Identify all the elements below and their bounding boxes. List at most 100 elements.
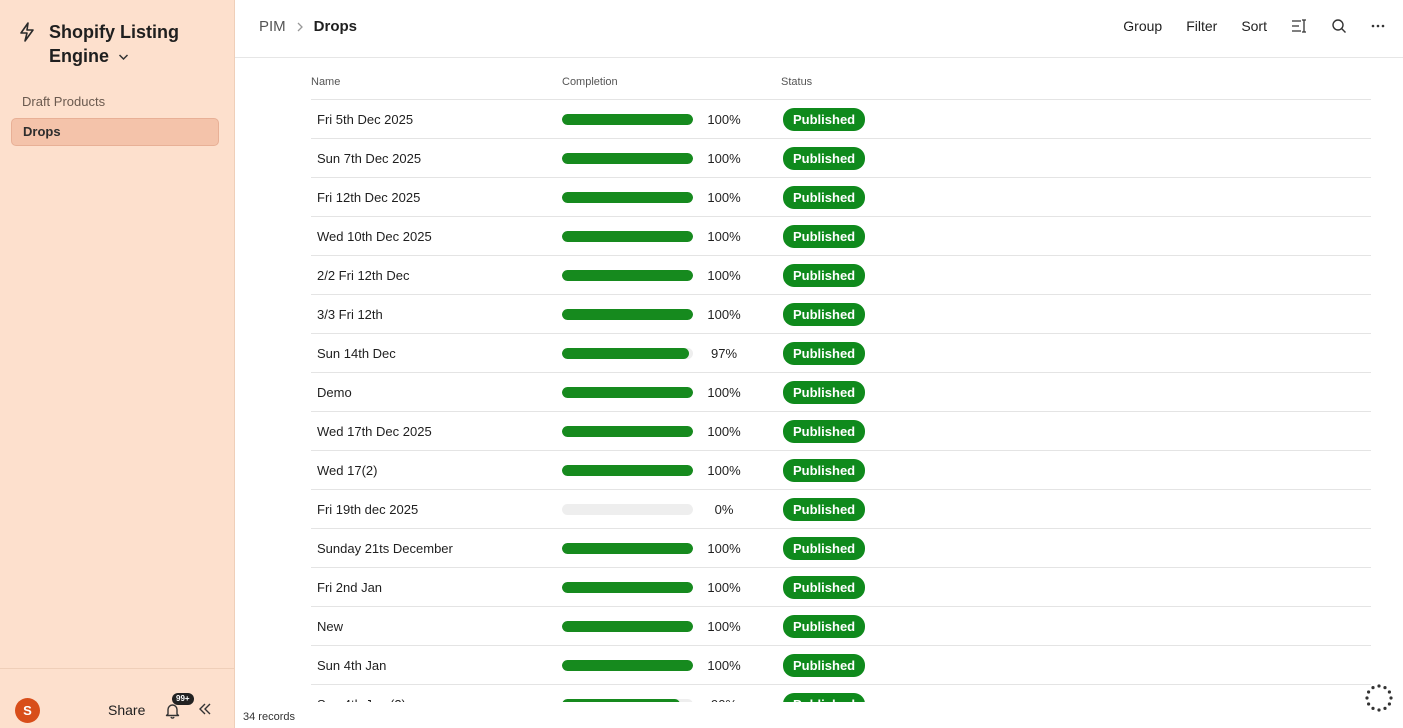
row-name: Fri 2nd Jan bbox=[317, 580, 383, 595]
status-badge[interactable]: Published bbox=[783, 225, 866, 248]
status-badge[interactable]: Published bbox=[783, 693, 866, 702]
table-row[interactable]: 2/2 Fri 12th Dec 100% Published bbox=[311, 256, 1371, 295]
table-row[interactable]: Sun 4th Jan 100% Published bbox=[311, 646, 1371, 685]
table-row[interactable]: Wed 17th Dec 2025 100% Published bbox=[311, 412, 1371, 451]
row-name: Fri 19th dec 2025 bbox=[317, 502, 419, 517]
column-header-name[interactable]: Name bbox=[311, 76, 341, 88]
status-badge[interactable]: Published bbox=[783, 459, 866, 482]
status-badge[interactable]: Published bbox=[783, 186, 866, 209]
row-name: Sunday 21ts December bbox=[317, 541, 453, 556]
more-options-button[interactable] bbox=[1371, 24, 1385, 28]
table-header: Name Completion Status bbox=[311, 66, 1371, 100]
status-badge[interactable]: Published bbox=[783, 498, 866, 521]
completion-percent: 100% bbox=[707, 619, 741, 634]
table-row[interactable]: Fri 2nd Jan 100% Published bbox=[311, 568, 1371, 607]
collapse-sidebar-icon[interactable] bbox=[197, 701, 213, 717]
completion-progress-fill bbox=[562, 387, 693, 398]
row-name: Sun 4th Jan bbox=[317, 658, 387, 673]
group-button[interactable]: Group bbox=[1123, 18, 1163, 34]
breadcrumb-current: Drops bbox=[313, 18, 358, 35]
completion-progress-bar bbox=[562, 153, 693, 164]
completion-percent: 100% bbox=[707, 658, 741, 673]
table-row[interactable]: Sun 14th Dec 97% Published bbox=[311, 334, 1371, 373]
sort-button[interactable]: Sort bbox=[1241, 18, 1267, 34]
breadcrumb-root[interactable]: PIM bbox=[259, 18, 286, 35]
view-options-button[interactable] bbox=[1291, 19, 1307, 33]
completion-progress-fill bbox=[562, 153, 693, 164]
completion-progress-bar bbox=[562, 270, 693, 281]
completion-percent: 100% bbox=[707, 307, 741, 322]
status-badge[interactable]: Published bbox=[783, 615, 866, 638]
completion-percent: 100% bbox=[707, 151, 741, 166]
record-count: 34 records bbox=[243, 711, 295, 723]
share-button[interactable]: Share bbox=[108, 702, 146, 718]
row-name: Wed 17th Dec 2025 bbox=[317, 424, 432, 439]
column-header-completion[interactable]: Completion bbox=[562, 76, 618, 88]
completion-progress-bar bbox=[562, 231, 693, 242]
table-row[interactable]: Wed 10th Dec 2025 100% Published bbox=[311, 217, 1371, 256]
status-badge[interactable]: Published bbox=[783, 381, 866, 404]
completion-percent: 0% bbox=[714, 502, 734, 517]
table-row[interactable]: Fri 5th Dec 2025 100% Published bbox=[311, 100, 1371, 139]
table-row[interactable]: Wed 17(2) 100% Published bbox=[311, 451, 1371, 490]
chevron-right-icon bbox=[297, 22, 303, 31]
app-title-text: Shopify Listing Engine bbox=[49, 22, 179, 66]
table-row[interactable]: Fri 12th Dec 2025 100% Published bbox=[311, 178, 1371, 217]
completion-percent: 100% bbox=[707, 229, 741, 244]
completion-progress-fill bbox=[562, 426, 693, 437]
status-badge[interactable]: Published bbox=[783, 264, 866, 287]
table-row[interactable]: Sun 7th Dec 2025 100% Published bbox=[311, 139, 1371, 178]
row-name: Fri 12th Dec 2025 bbox=[317, 190, 421, 205]
column-header-status[interactable]: Status bbox=[781, 76, 813, 88]
toolbar: Group Filter Sort bbox=[1099, 18, 1385, 34]
sidebar-item-draft-products[interactable]: Draft Products bbox=[22, 94, 106, 109]
filter-button[interactable]: Filter bbox=[1186, 18, 1218, 34]
sidebar-item-drops[interactable]: Drops bbox=[11, 118, 219, 146]
completion-percent: 100% bbox=[707, 424, 741, 439]
completion-progress-fill bbox=[562, 621, 693, 632]
notification-badge: 99+ bbox=[172, 693, 194, 705]
status-badge[interactable]: Published bbox=[783, 147, 866, 170]
app-header[interactable]: Shopify Listing Engine bbox=[18, 20, 199, 68]
search-icon bbox=[1332, 19, 1346, 33]
status-badge[interactable]: Published bbox=[783, 420, 866, 443]
sidebar-footer: S Share 99+ bbox=[0, 668, 234, 728]
table-row[interactable]: Sunday 21ts December 100% Published bbox=[311, 529, 1371, 568]
avatar[interactable]: S bbox=[15, 698, 40, 723]
completion-progress-fill bbox=[562, 231, 693, 242]
completion-progress-bar bbox=[562, 582, 693, 593]
completion-progress-fill bbox=[562, 582, 693, 593]
drops-table: Name Completion Status Fri 5th Dec 2025 1… bbox=[311, 66, 1371, 702]
completion-progress-bar bbox=[562, 543, 693, 554]
table-row[interactable]: New 100% Published bbox=[311, 607, 1371, 646]
search-button[interactable] bbox=[1331, 18, 1347, 34]
app-title[interactable]: Shopify Listing Engine bbox=[49, 20, 199, 68]
bolt-icon bbox=[20, 22, 34, 42]
status-badge[interactable]: Published bbox=[783, 654, 866, 677]
completion-progress-fill bbox=[562, 465, 693, 476]
completion-progress-bar bbox=[562, 660, 693, 671]
status-badge[interactable]: Published bbox=[783, 576, 866, 599]
status-badge[interactable]: Published bbox=[783, 342, 866, 365]
status-badge[interactable]: Published bbox=[783, 537, 866, 560]
completion-progress-fill bbox=[562, 699, 680, 702]
completion-progress-bar bbox=[562, 621, 693, 632]
table-row[interactable]: 3/3 Fri 12th 100% Published bbox=[311, 295, 1371, 334]
loading-spinner-icon bbox=[1365, 684, 1393, 712]
row-name: 2/2 Fri 12th Dec bbox=[317, 268, 410, 283]
completion-progress-fill bbox=[562, 543, 693, 554]
completion-progress-bar bbox=[562, 426, 693, 437]
completion-percent: 90% bbox=[701, 697, 747, 702]
row-name: Demo bbox=[317, 385, 352, 400]
completion-percent: 100% bbox=[707, 112, 741, 127]
bell-icon[interactable] bbox=[164, 702, 181, 719]
table-row[interactable]: Sun 4th Jan (2) 90% Published bbox=[311, 685, 1371, 702]
table-viewport[interactable]: Name Completion Status Fri 5th Dec 2025 1… bbox=[311, 66, 1371, 702]
table-row[interactable]: Fri 19th dec 2025 0% Published bbox=[311, 490, 1371, 529]
status-badge[interactable]: Published bbox=[783, 303, 866, 326]
completion-percent: 100% bbox=[707, 580, 741, 595]
status-badge[interactable]: Published bbox=[783, 108, 866, 131]
top-bar: PIM Drops Group Filter Sort bbox=[235, 0, 1403, 58]
completion-progress-bar bbox=[562, 348, 693, 359]
table-row[interactable]: Demo 100% Published bbox=[311, 373, 1371, 412]
